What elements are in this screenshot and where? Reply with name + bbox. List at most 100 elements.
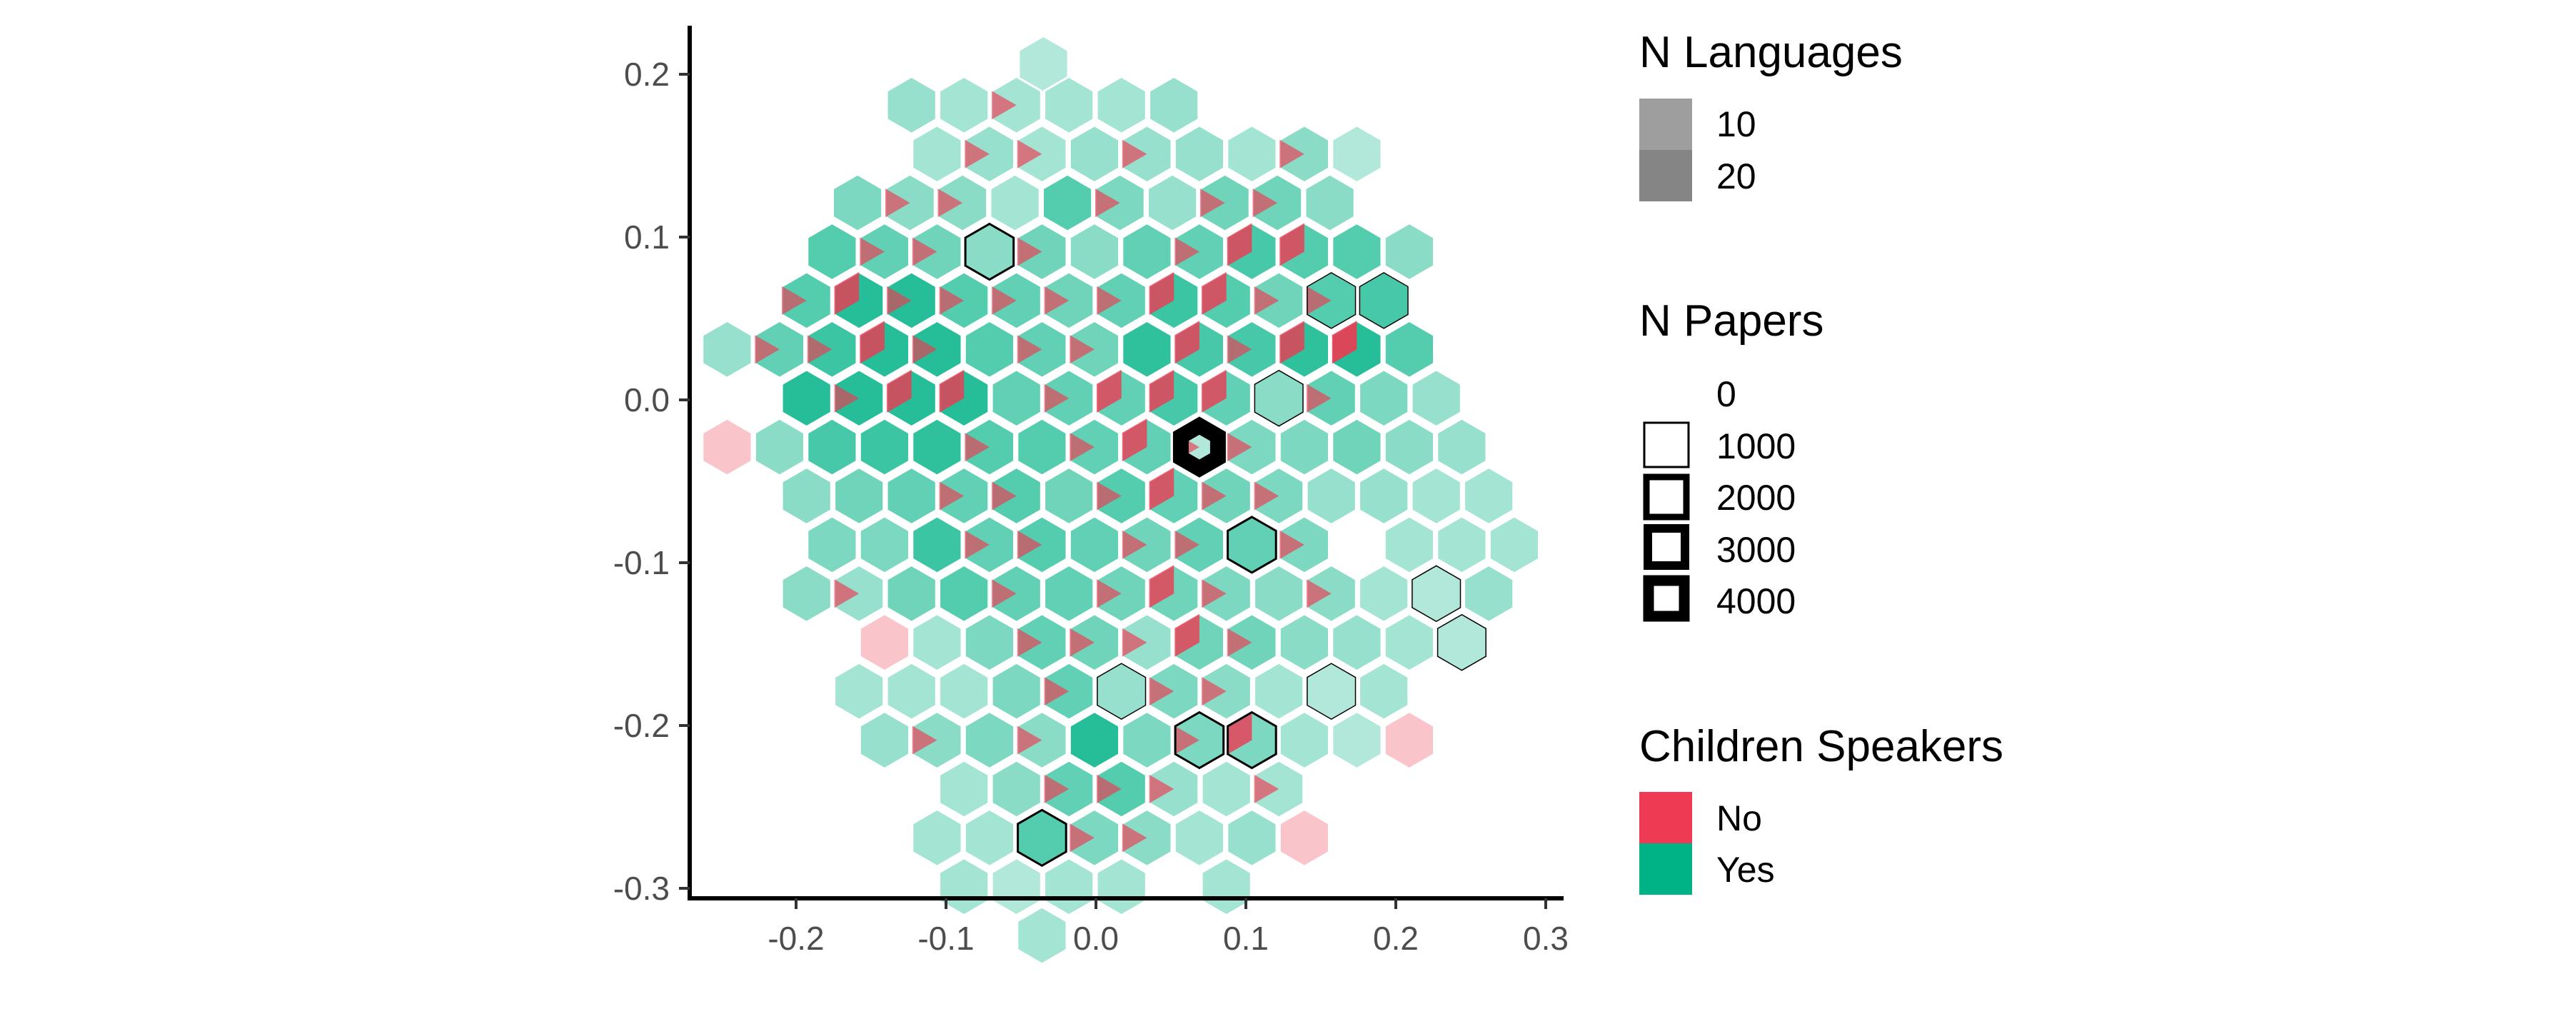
hex-cell [832, 173, 884, 233]
hex-no-share [755, 335, 780, 364]
hex-fill [1436, 612, 1488, 673]
hex-cell [1148, 661, 1200, 721]
hex-cell [1253, 466, 1305, 526]
hex-cell [833, 563, 885, 624]
hex-papers-outline [1437, 613, 1486, 671]
hex-cell [1016, 515, 1068, 575]
hex-fill [1410, 466, 1462, 526]
hex-cell [1278, 417, 1330, 477]
hex-cell [1043, 563, 1095, 624]
hex-cell [780, 466, 832, 526]
hex-cell [938, 466, 990, 526]
hex-no-share [1332, 321, 1357, 364]
hex-fill [1383, 612, 1435, 673]
legend-key-3000 [1644, 524, 1689, 570]
hex-fill [963, 808, 1015, 868]
hex-papers-outline [1174, 711, 1225, 770]
hex-cell [780, 271, 832, 331]
hex-cell [963, 221, 1015, 282]
hex-cell [780, 368, 832, 428]
hex-cell [1436, 417, 1488, 477]
legend-label-1000: 1000 [1716, 426, 1796, 466]
hex-fill [858, 710, 910, 771]
hex-cell [1383, 319, 1435, 380]
hex-cell [938, 271, 990, 331]
hex-cell [963, 515, 1015, 575]
hex-fill [1068, 221, 1120, 282]
hex-fill [1043, 563, 1095, 624]
hex-no-share [887, 286, 912, 315]
hex-no-share [1254, 286, 1279, 315]
hex-cell [989, 173, 1041, 233]
hex-cell [833, 271, 885, 331]
hex-cell [1226, 124, 1278, 184]
hex-cell [990, 271, 1042, 331]
hex-no-share [1279, 139, 1304, 169]
hex-cell [1278, 221, 1330, 282]
hex-cell [938, 368, 990, 428]
hex-cell [1016, 710, 1068, 771]
hex-fill [1278, 808, 1330, 868]
hex-fill [938, 563, 990, 624]
hex-cell [1226, 515, 1278, 575]
hex-cell [1331, 710, 1383, 771]
hex-no-share [1174, 237, 1199, 266]
hex-fill [858, 612, 910, 673]
hex-cell [1095, 75, 1147, 136]
hex-fill [780, 563, 832, 624]
hex-cell [1016, 319, 1068, 380]
hex-fill [885, 563, 937, 624]
hex-cell [1016, 905, 1068, 965]
hex-fill [1331, 221, 1383, 282]
hex-no-share [939, 369, 965, 413]
hex-no-share [965, 139, 990, 169]
hex-no-share [912, 726, 937, 755]
hex-fill [1226, 515, 1278, 575]
hex-fill [938, 661, 990, 721]
hex-cell [1200, 856, 1252, 917]
y-tick-label: 0.2 [624, 56, 670, 93]
hex-cell [1200, 759, 1252, 819]
hex-cell [833, 368, 885, 428]
hex-cell [1068, 808, 1120, 868]
hex-fill [1410, 563, 1462, 624]
hex-cell [858, 417, 910, 477]
hex-cell [1358, 661, 1410, 721]
hex-cell [1383, 515, 1435, 575]
hexbin-cells [701, 34, 1540, 965]
hex-cell [858, 319, 910, 380]
hex-papers-outline [1307, 663, 1357, 720]
hex-fill [780, 368, 832, 428]
hex-no-share [992, 579, 1017, 608]
hex-no-share [1279, 223, 1304, 266]
hex-fill [1358, 466, 1410, 526]
hex-cell [1253, 661, 1305, 721]
legend-label-20: 20 [1716, 156, 1756, 196]
hex-no-share [1149, 565, 1174, 608]
hex-fill [1383, 710, 1435, 771]
hex-fill [1278, 710, 1330, 771]
x-tick-label: 0.0 [1073, 920, 1119, 957]
hex-no-share [1149, 677, 1174, 706]
hex-cell [1226, 319, 1278, 380]
hex-cell [1095, 661, 1147, 721]
hex-fill [806, 515, 858, 575]
hex-cell [753, 417, 805, 477]
hex-cell [1121, 319, 1173, 380]
hex-fill [1278, 612, 1330, 673]
hex-cell [1226, 710, 1278, 771]
hex-fill [1121, 221, 1173, 282]
hex-cell [911, 221, 963, 282]
axes: -0.2 -0.1 0.0 0.1 0.2 0.3 0.20.10.0-0.1-0.2-0… [613, 26, 1569, 957]
legend-label-2000: 2000 [1716, 478, 1796, 518]
hex-fill [1331, 417, 1383, 477]
hex-no-share [965, 433, 990, 462]
hex-fill [911, 808, 963, 868]
hex-cell [1410, 563, 1462, 624]
legend-key-10 [1639, 99, 1692, 150]
hex-fill [1278, 417, 1330, 477]
hex-fill [1121, 319, 1173, 380]
hex-no-share [885, 189, 910, 218]
hex-cell [1016, 124, 1068, 184]
legend-label-0: 0 [1716, 374, 1736, 414]
